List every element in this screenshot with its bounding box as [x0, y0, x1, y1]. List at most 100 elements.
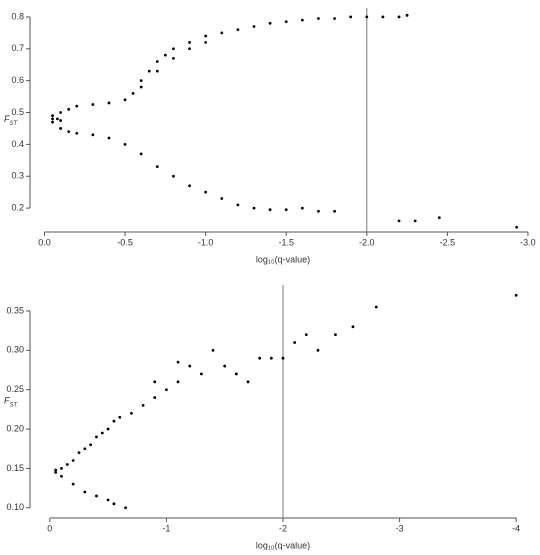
point	[54, 468, 58, 472]
point	[60, 474, 63, 478]
point	[176, 360, 180, 364]
point	[59, 119, 63, 122]
point	[300, 18, 304, 22]
y-tick-label: 0.5	[11, 107, 24, 117]
y-tick-label: 0.20	[6, 423, 24, 433]
point	[123, 142, 127, 146]
point	[51, 117, 54, 121]
point	[268, 208, 272, 212]
y-tick-label: 0.35	[6, 305, 24, 315]
point	[351, 325, 355, 329]
point	[317, 17, 320, 20]
point	[60, 467, 63, 470]
point	[333, 209, 336, 213]
point	[300, 206, 304, 210]
point	[83, 490, 87, 494]
point	[106, 498, 110, 502]
point	[59, 111, 63, 114]
point	[188, 364, 192, 368]
point	[54, 470, 58, 474]
point	[71, 482, 75, 486]
y-tick-label: 0.10	[6, 502, 24, 512]
point	[236, 203, 240, 207]
point	[130, 411, 133, 415]
point	[67, 107, 71, 111]
point	[59, 127, 63, 130]
x-tick-label: -1.5	[278, 237, 294, 247]
point	[405, 13, 409, 17]
point	[95, 435, 98, 439]
point	[381, 15, 385, 19]
point	[75, 131, 79, 135]
point	[107, 101, 111, 105]
y-tick-label: 0.2	[11, 202, 24, 212]
x-axis-label: log₁₀(q-value)	[256, 540, 310, 550]
point	[374, 305, 378, 309]
point	[252, 25, 256, 28]
point	[220, 197, 224, 200]
y-tick-label: 0.15	[6, 463, 24, 473]
y-tick-label: 0.8	[11, 11, 24, 21]
y-tick-label: 0.6	[11, 75, 24, 85]
point	[91, 133, 95, 137]
point	[252, 206, 256, 210]
point	[51, 114, 54, 118]
y-axis-label: FST	[4, 396, 19, 408]
point	[223, 364, 227, 368]
point	[141, 404, 145, 407]
point	[284, 208, 288, 212]
point	[268, 21, 272, 25]
point	[67, 130, 71, 134]
point	[397, 219, 401, 223]
point	[153, 380, 157, 384]
point	[317, 209, 320, 213]
point	[349, 15, 353, 19]
y-axis-label: FST	[4, 114, 19, 126]
point	[281, 356, 285, 360]
point	[515, 225, 519, 229]
point	[204, 41, 208, 44]
point	[139, 85, 143, 89]
point	[71, 459, 75, 462]
point	[234, 372, 238, 376]
point	[155, 165, 159, 169]
point	[397, 15, 401, 19]
y-axis-label-sub: ST	[10, 402, 19, 408]
point	[246, 380, 250, 384]
x-tick-label: -2	[279, 523, 287, 533]
point	[106, 427, 110, 431]
point	[139, 79, 143, 83]
x-tick-label: -1.0	[198, 237, 214, 247]
point	[123, 98, 127, 102]
point	[236, 28, 240, 32]
y-tick-label: 0.7	[11, 43, 24, 53]
y-tick-label: 0.30	[6, 345, 24, 355]
x-tick-label: -0.5	[117, 237, 133, 247]
point	[124, 506, 128, 510]
point	[188, 47, 191, 51]
point	[65, 463, 69, 466]
point	[55, 117, 59, 121]
y-tick-label: 0.4	[11, 139, 24, 149]
point	[316, 348, 320, 352]
y-tick-label: 0.25	[6, 384, 24, 394]
y-axis-label-main: F	[4, 114, 10, 124]
point	[112, 419, 116, 423]
point	[176, 380, 180, 384]
x-tick-label: 0	[47, 523, 52, 533]
point	[258, 356, 262, 360]
point	[165, 388, 168, 392]
point	[304, 333, 308, 336]
point	[188, 184, 191, 188]
point	[153, 396, 157, 399]
point	[155, 60, 159, 63]
x-tick-label: -4	[512, 523, 520, 533]
point	[365, 15, 369, 19]
x-tick-label: -2.5	[440, 237, 456, 247]
point	[139, 152, 143, 156]
x-axis-label: log₁₀(q-value)	[256, 254, 310, 264]
point	[413, 219, 417, 223]
point	[155, 69, 159, 73]
y-tick-label: 0.3	[11, 171, 24, 181]
